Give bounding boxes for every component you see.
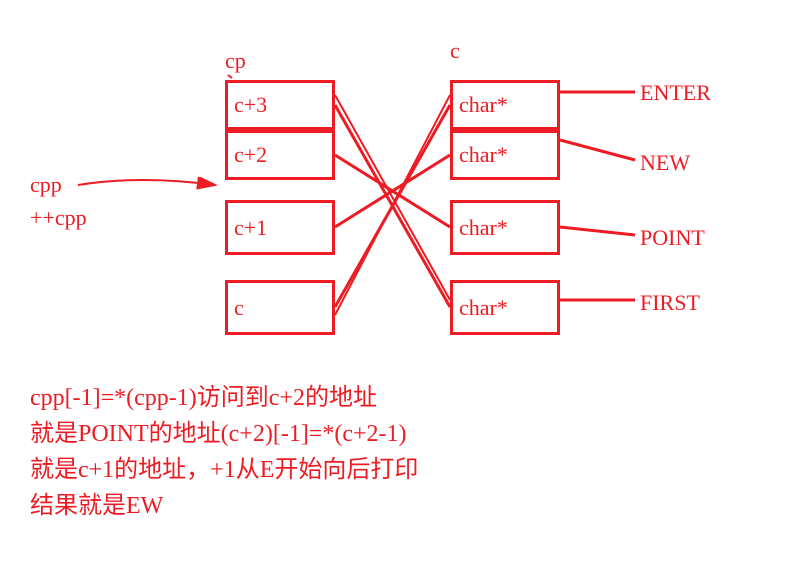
c-to-point [560, 227, 635, 235]
cp-cell-1: c+2 [225, 130, 335, 180]
c-to-new [560, 140, 635, 160]
link-0-3b [335, 95, 450, 300]
explanation-line-1: cpp[-1]=*(cpp-1)访问到c+2的地址 [30, 380, 418, 416]
link-3-0 [335, 105, 450, 307]
link-3-0b [335, 95, 450, 315]
c-cell-2: char* [450, 200, 560, 255]
tick [228, 75, 232, 78]
target-3: FIRST [640, 290, 700, 316]
target-2: POINT [640, 225, 705, 251]
c-cell-1: char* [450, 130, 560, 180]
cp-cell-3: c [225, 280, 335, 335]
explanation-line-4: 结果就是EW [30, 488, 418, 524]
c-cell-3: char* [450, 280, 560, 335]
link-0-3 [335, 105, 450, 307]
explanation-line-3: 就是c+1的地址，+1从E开始向后打印 [30, 452, 418, 488]
link-1-2 [335, 155, 450, 227]
c-column-label: c [450, 38, 460, 64]
target-0: ENTER [640, 80, 711, 106]
cp-cell-2: c+1 [225, 200, 335, 255]
explanation-text: cpp[-1]=*(cpp-1)访问到c+2的地址 就是POINT的地址(c+2… [30, 380, 418, 524]
cpp-arrow [78, 180, 215, 185]
cpp-label: cpp [30, 172, 62, 198]
link-2-1 [335, 155, 450, 227]
pp-cpp-label: ++cpp [30, 205, 87, 231]
cp-cell-0: c+3 [225, 80, 335, 130]
cp-column-label: cp [225, 48, 246, 74]
target-1: NEW [640, 150, 690, 176]
explanation-line-2: 就是POINT的地址(c+2)[-1]=*(c+2-1) [30, 416, 418, 452]
c-cell-0: char* [450, 80, 560, 130]
